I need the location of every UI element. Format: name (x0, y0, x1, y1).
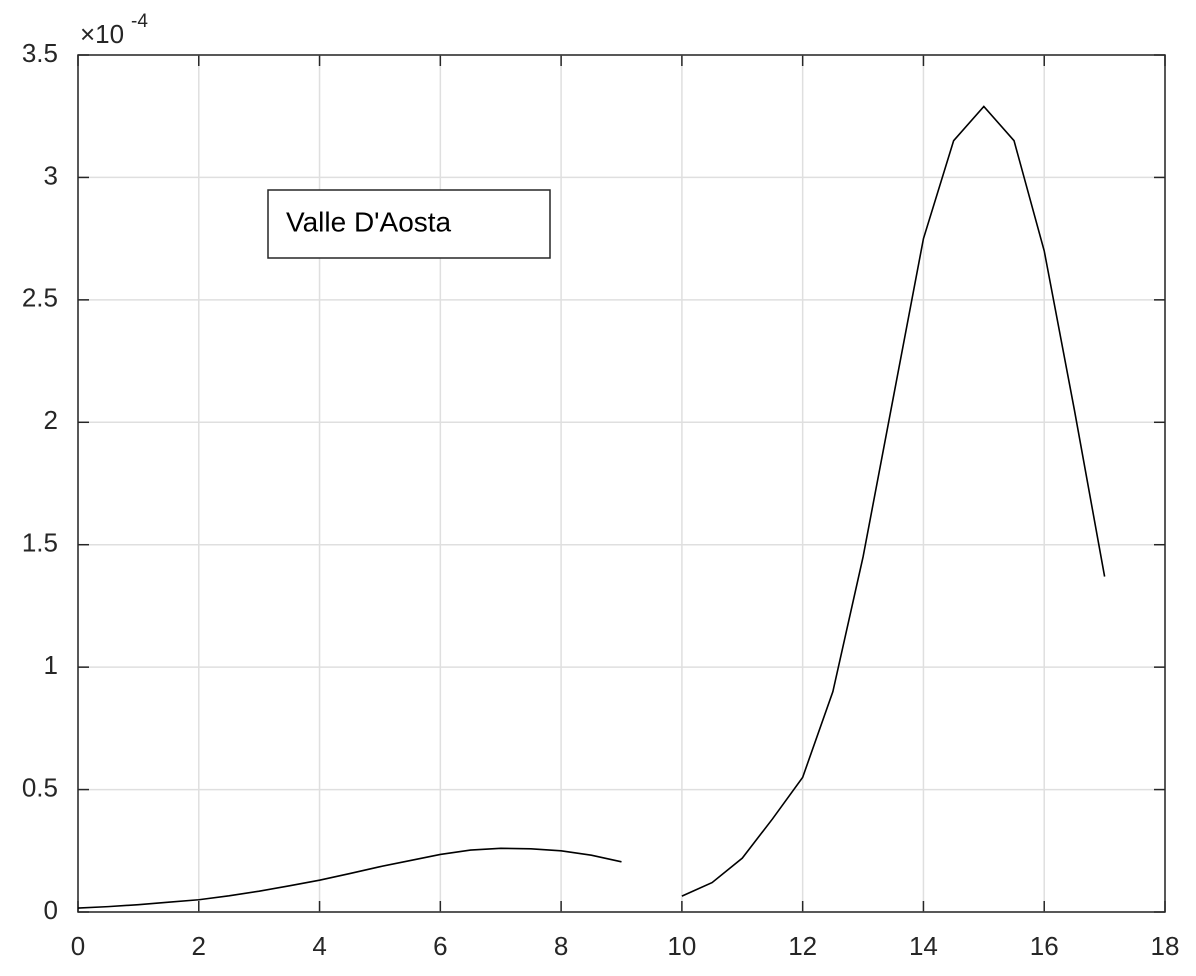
y-tick-label: 1.5 (22, 528, 58, 558)
x-tick-label: 14 (909, 931, 938, 961)
axes-box (77, 54, 1166, 913)
x-tick-label: 8 (554, 931, 568, 961)
line (77, 105, 1106, 909)
legend-label: Valle D'Aosta (286, 206, 452, 237)
legend-box (267, 189, 551, 259)
x-tick-label: 4 (312, 931, 326, 961)
x-tick-label: 0 (71, 931, 85, 961)
y-tick-label: 0 (44, 895, 58, 925)
x-tick-label: 12 (788, 931, 817, 961)
x-tick-label: 16 (1030, 931, 1059, 961)
x-tick-label: 18 (1151, 931, 1180, 961)
x-tick-label: 6 (433, 931, 447, 961)
y-tick-label: 2 (44, 405, 58, 435)
x-tick-label: 2 (192, 931, 206, 961)
y-tick-label: 0.5 (22, 772, 58, 802)
y-tick-label: 3 (44, 160, 58, 190)
x-tick-label: 10 (667, 931, 696, 961)
y-multiplier-exponent: -4 (131, 11, 148, 32)
y-tick-label: 3.5 (22, 38, 58, 68)
y-tick-label: 1 (44, 650, 58, 680)
y-multiplier-base: ×10 (80, 19, 124, 49)
y-tick-label: 2.5 (22, 283, 58, 313)
